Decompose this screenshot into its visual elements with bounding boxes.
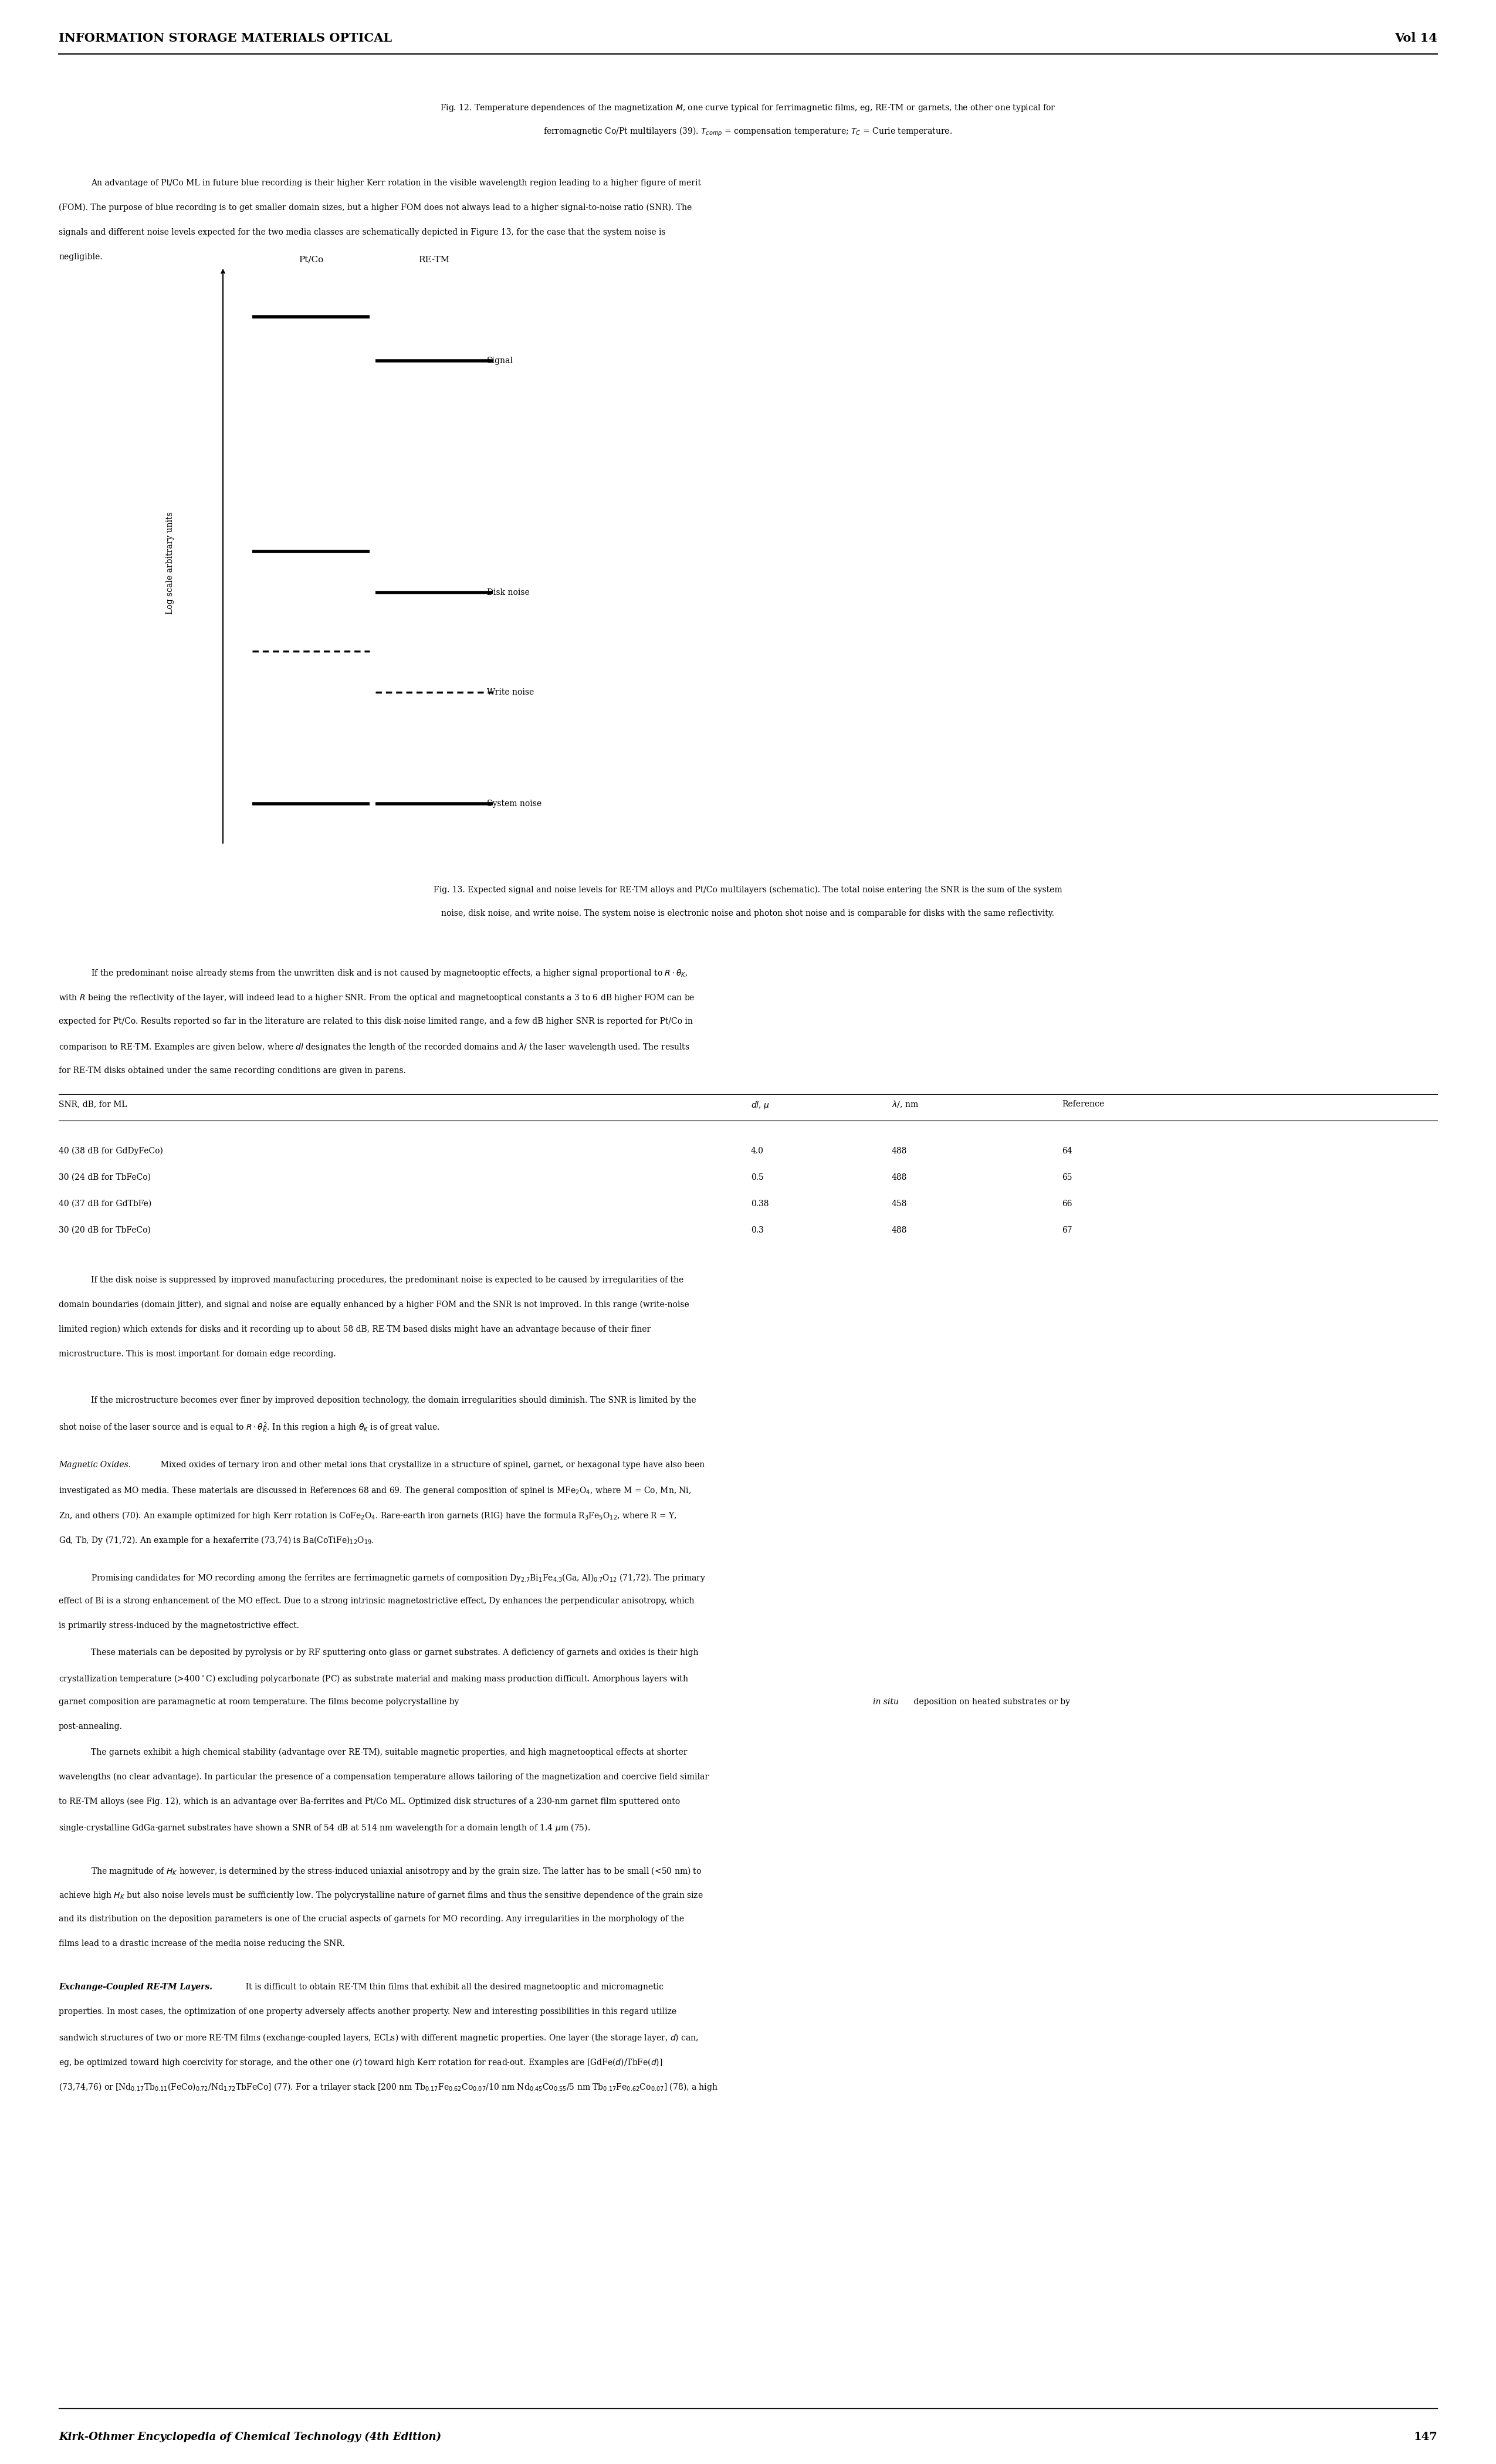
Text: noise, disk noise, and write noise. The system noise is electronic noise and pho: noise, disk noise, and write noise. The … bbox=[441, 909, 1055, 917]
Text: 488: 488 bbox=[892, 1146, 907, 1156]
Text: Kirk-Othmer Encyclopedia of Chemical Technology (4th Edition): Kirk-Othmer Encyclopedia of Chemical Tec… bbox=[58, 2432, 441, 2442]
Text: films lead to a drastic increase of the media noise reducing the SNR.: films lead to a drastic increase of the … bbox=[58, 1939, 346, 1947]
Text: (73,74,76) or [Nd$_{0.17}$Tb$_{0.11}$(FeCo)$_{0.72}$/Nd$_{1.72}$TbFeCo] (77). Fo: (73,74,76) or [Nd$_{0.17}$Tb$_{0.11}$(Fe… bbox=[58, 2082, 718, 2092]
Text: If the disk noise is suppressed by improved manufacturing procedures, the predom: If the disk noise is suppressed by impro… bbox=[91, 1276, 684, 1284]
Text: The magnitude of $H_K$ however, is determined by the stress-induced uniaxial ani: The magnitude of $H_K$ however, is deter… bbox=[91, 1865, 702, 1878]
Text: Magnetic Oxides.: Magnetic Oxides. bbox=[58, 1461, 132, 1469]
Text: 0.5: 0.5 bbox=[751, 1173, 763, 1183]
Text: 30 (20 dB for TbFeCo): 30 (20 dB for TbFeCo) bbox=[58, 1227, 151, 1234]
Text: Pt/Co: Pt/Co bbox=[299, 256, 323, 264]
Text: Write noise: Write noise bbox=[486, 687, 534, 697]
Text: domain boundaries (domain jitter), and signal and noise are equally enhanced by : domain boundaries (domain jitter), and s… bbox=[58, 1301, 690, 1308]
Text: Fig. 12. Temperature dependences of the magnetization $M$, one curve typical for: Fig. 12. Temperature dependences of the … bbox=[440, 103, 1056, 113]
Text: post-annealing.: post-annealing. bbox=[58, 1722, 123, 1730]
Text: 0.3: 0.3 bbox=[751, 1227, 763, 1234]
Text: Signal: Signal bbox=[486, 357, 513, 365]
Text: These materials can be deposited by pyrolysis or by RF sputtering onto glass or : These materials can be deposited by pyro… bbox=[91, 1648, 699, 1656]
Text: Fig. 13. Expected signal and noise levels for RE-TM alloys and Pt/Co multilayers: Fig. 13. Expected signal and noise level… bbox=[434, 887, 1062, 894]
Text: shot noise of the laser source and is equal to $R \cdot \theta_K^2$. In this reg: shot noise of the laser source and is eq… bbox=[58, 1422, 440, 1434]
Text: Promising candidates for MO recording among the ferrites are ferrimagnetic garne: Promising candidates for MO recording am… bbox=[91, 1572, 706, 1584]
Text: to RE-TM alloys (see Fig. 12), which is an advantage over Ba-ferrites and Pt/Co : to RE-TM alloys (see Fig. 12), which is … bbox=[58, 1799, 681, 1806]
Text: effect of Bi is a strong enhancement of the MO effect. Due to a strong intrinsic: effect of Bi is a strong enhancement of … bbox=[58, 1597, 694, 1604]
Text: If the microstructure becomes ever finer by improved deposition technology, the : If the microstructure becomes ever finer… bbox=[91, 1397, 696, 1404]
Text: single-crystalline GdGa-garnet substrates have shown a SNR of 54 dB at 514 nm wa: single-crystalline GdGa-garnet substrate… bbox=[58, 1823, 591, 1833]
Text: System noise: System noise bbox=[486, 801, 542, 808]
Text: achieve high $H_K$ but also noise levels must be sufficiently low. The polycryst: achieve high $H_K$ but also noise levels… bbox=[58, 1890, 703, 1900]
Text: and its distribution on the deposition parameters is one of the crucial aspects : and its distribution on the deposition p… bbox=[58, 1915, 684, 1922]
Text: garnet composition are paramagnetic at room temperature. The films become polycr: garnet composition are paramagnetic at r… bbox=[58, 1698, 462, 1705]
Text: crystallization temperature (>400$^\circ$C) excluding polycarbonate (PC) as subs: crystallization temperature (>400$^\circ… bbox=[58, 1673, 688, 1685]
Text: 65: 65 bbox=[1062, 1173, 1073, 1183]
Text: is primarily stress-induced by the magnetostrictive effect.: is primarily stress-induced by the magne… bbox=[58, 1621, 299, 1629]
Text: limited region) which extends for disks and it recording up to about 58 dB, RE-T: limited region) which extends for disks … bbox=[58, 1326, 651, 1333]
Text: signals and different noise levels expected for the two media classes are schema: signals and different noise levels expec… bbox=[58, 229, 666, 237]
Text: An advantage of Pt/Co ML in future blue recording is their higher Kerr rotation : An advantage of Pt/Co ML in future blue … bbox=[91, 180, 702, 187]
Text: Zn, and others (70). An example optimized for high Kerr rotation is CoFe$_2$O$_4: Zn, and others (70). An example optimize… bbox=[58, 1510, 676, 1520]
Text: 30 (24 dB for TbFeCo): 30 (24 dB for TbFeCo) bbox=[58, 1173, 151, 1183]
Text: 40 (38 dB for GdDyFeCo): 40 (38 dB for GdDyFeCo) bbox=[58, 1146, 163, 1156]
Text: 0.38: 0.38 bbox=[751, 1200, 769, 1207]
Text: microstructure. This is most important for domain edge recording.: microstructure. This is most important f… bbox=[58, 1350, 337, 1358]
Text: sandwich structures of two or more RE-TM films (exchange-coupled layers, ECLs) w: sandwich structures of two or more RE-TM… bbox=[58, 2033, 699, 2043]
Text: comparison to RE-TM. Examples are given below, where $dl$ designates the length : comparison to RE-TM. Examples are given … bbox=[58, 1042, 690, 1052]
Text: expected for Pt/Co. Results reported so far in the literature are related to thi: expected for Pt/Co. Results reported so … bbox=[58, 1018, 693, 1025]
Text: INFORMATION STORAGE MATERIALS OPTICAL: INFORMATION STORAGE MATERIALS OPTICAL bbox=[58, 32, 392, 44]
Text: 64: 64 bbox=[1062, 1146, 1073, 1156]
Text: Disk noise: Disk noise bbox=[486, 589, 530, 596]
Text: 488: 488 bbox=[892, 1227, 907, 1234]
Text: 147: 147 bbox=[1414, 2432, 1438, 2442]
Text: for RE-TM disks obtained under the same recording conditions are given in parens: for RE-TM disks obtained under the same … bbox=[58, 1067, 405, 1074]
Text: The garnets exhibit a high chemical stability (advantage over RE-TM), suitable m: The garnets exhibit a high chemical stab… bbox=[91, 1749, 687, 1757]
Text: Mixed oxides of ternary iron and other metal ions that crystallize in a structur: Mixed oxides of ternary iron and other m… bbox=[156, 1461, 705, 1469]
Text: 67: 67 bbox=[1062, 1227, 1073, 1234]
Text: 4.0: 4.0 bbox=[751, 1146, 764, 1156]
Text: deposition on heated substrates or by: deposition on heated substrates or by bbox=[911, 1698, 1070, 1705]
Text: $\lambda/$, nm: $\lambda/$, nm bbox=[892, 1099, 919, 1109]
Text: negligible.: negligible. bbox=[58, 254, 102, 261]
Text: with $R$ being the reflectivity of the layer, will indeed lead to a higher SNR. : with $R$ being the reflectivity of the l… bbox=[58, 993, 696, 1003]
Text: If the predominant noise already stems from the unwritten disk and is not caused: If the predominant noise already stems f… bbox=[91, 968, 688, 978]
Text: SNR, dB, for ML: SNR, dB, for ML bbox=[58, 1099, 127, 1109]
Text: 40 (37 dB for GdTbFe): 40 (37 dB for GdTbFe) bbox=[58, 1200, 151, 1207]
Text: 458: 458 bbox=[892, 1200, 907, 1207]
Text: properties. In most cases, the optimization of one property adversely affects an: properties. In most cases, the optimizat… bbox=[58, 2008, 676, 2016]
Text: $dl$, $\mu$: $dl$, $\mu$ bbox=[751, 1099, 769, 1111]
Text: Gd, Tb, Dy (71,72). An example for a hexaferrite (73,74) is Ba(CoTiFe)$_{12}$O$_: Gd, Tb, Dy (71,72). An example for a hex… bbox=[58, 1535, 374, 1545]
Text: 66: 66 bbox=[1062, 1200, 1073, 1207]
Text: (FOM). The purpose of blue recording is to get smaller domain sizes, but a highe: (FOM). The purpose of blue recording is … bbox=[58, 205, 691, 212]
Text: ferromagnetic Co/Pt multilayers (39). $T_{comp}$ = compensation temperature; $T_: ferromagnetic Co/Pt multilayers (39). $T… bbox=[543, 126, 953, 138]
Text: It is difficult to obtain RE-TM thin films that exhibit all the desired magnetoo: It is difficult to obtain RE-TM thin fil… bbox=[241, 1984, 664, 1991]
Text: Vol 14: Vol 14 bbox=[1394, 32, 1438, 44]
Text: RE-TM: RE-TM bbox=[419, 256, 450, 264]
Text: Reference: Reference bbox=[1062, 1099, 1104, 1109]
Text: Log scale arbitrary units: Log scale arbitrary units bbox=[166, 513, 174, 614]
Text: investigated as MO media. These materials are discussed in References 68 and 69.: investigated as MO media. These material… bbox=[58, 1486, 691, 1496]
Text: Exchange-Coupled RE-TM Layers.: Exchange-Coupled RE-TM Layers. bbox=[58, 1984, 212, 1991]
Text: wavelengths (no clear advantage). In particular the presence of a compensation t: wavelengths (no clear advantage). In par… bbox=[58, 1774, 709, 1781]
Text: in situ: in situ bbox=[874, 1698, 899, 1705]
Text: 488: 488 bbox=[892, 1173, 907, 1183]
Text: eg, be optimized toward high coercivity for storage, and the other one ($r$) tow: eg, be optimized toward high coercivity … bbox=[58, 2057, 663, 2067]
